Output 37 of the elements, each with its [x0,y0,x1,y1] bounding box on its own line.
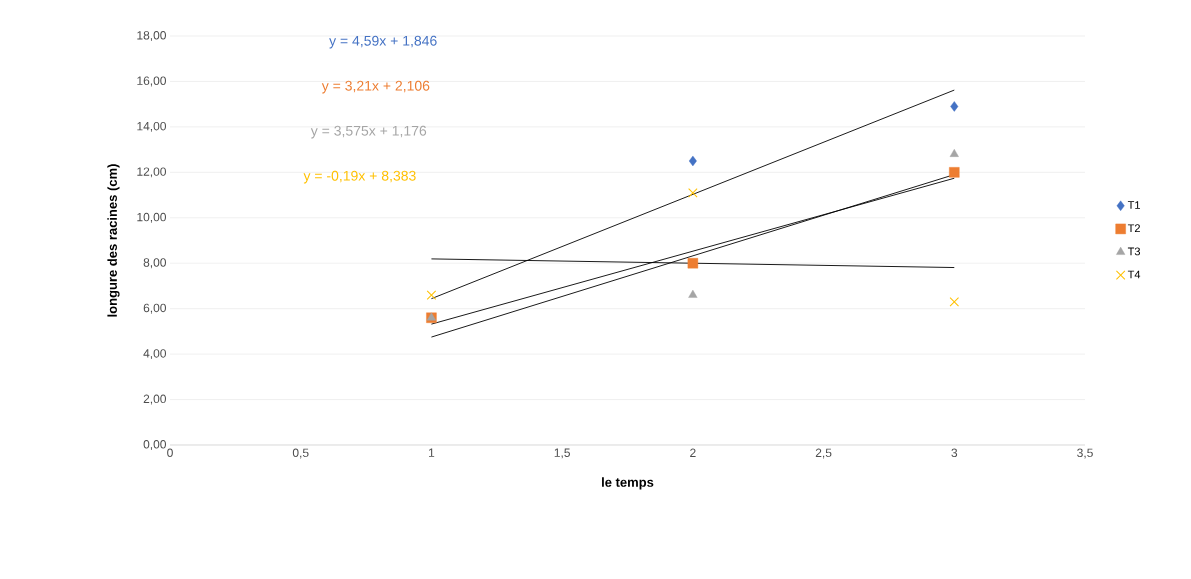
annotation: y = 4,59x + 1,846 [329,35,437,49]
x-tick-label: 2,5 [815,448,832,459]
point [688,188,698,198]
point [949,167,960,178]
annotation: y = 3,575x + 1,176 [310,125,427,139]
y-tick-label: 6,00 [143,303,167,314]
y-tick-label: 12,00 [137,167,167,178]
x-tick-label: 0,5 [292,448,309,459]
y-tick-label: 4,00 [143,349,167,360]
legend-label: T2 [1127,224,1140,232]
point [949,148,959,157]
legend-label: T4 [1127,270,1141,279]
legend-label: T1 [1127,201,1140,209]
point [950,101,959,112]
legend-label: T3 [1127,247,1141,256]
y-tick-label: 14,00 [137,121,167,132]
x-tick-label: 3 [951,448,958,458]
point [688,155,697,167]
y-tick-label: 8,00 [143,258,167,269]
x-tick-label: 0 [167,448,173,458]
y-axis-title: longure des racines (cm) [107,164,120,317]
annotation: y = -0,19x + 8,383 [303,170,416,184]
point [426,290,437,300]
annotation: y = 3,21x + 2,106 [321,80,430,94]
y-tick-label: 2,00 [143,394,167,405]
y-tick-label: 10,00 [137,212,167,223]
point [687,258,699,269]
y-tick-label: 0,00 [143,440,167,450]
point [949,297,960,307]
y-tick-label: 16,00 [137,76,167,87]
x-tick-label: 2 [690,448,696,457]
x-axis-title: le temps [602,477,654,490]
x-tick-label: 1,5 [554,448,570,459]
x-tick-label: 1 [429,448,435,457]
point [688,289,698,298]
y-tick-label: 18,00 [137,31,167,41]
x-tick-label: 3,5 [1077,448,1093,459]
